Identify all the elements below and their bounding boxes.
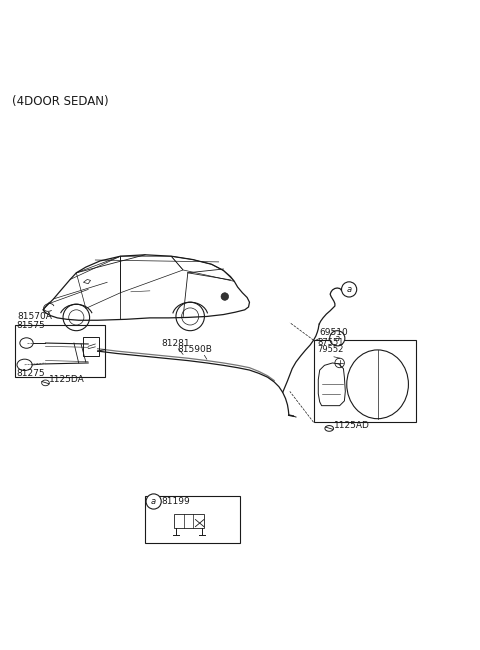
Text: 81575: 81575 [16,320,45,330]
Text: 81281: 81281 [162,339,191,348]
Text: 1125DA: 1125DA [49,375,85,384]
Bar [174,514,204,528]
Text: (4DOOR SEDAN): (4DOOR SEDAN) [12,95,109,108]
Bar [84,337,98,356]
Circle shape [342,282,357,297]
Text: 79552: 79552 [317,345,344,354]
Text: 81590B: 81590B [178,345,212,354]
Text: a: a [347,285,352,294]
Text: a: a [335,334,340,343]
Bar [14,325,105,377]
Text: 1125AD: 1125AD [334,421,370,430]
Bar [145,496,240,543]
Bar [313,340,416,422]
Circle shape [330,331,345,346]
Circle shape [146,494,161,509]
Circle shape [221,292,228,300]
Text: 69510: 69510 [320,328,348,337]
Text: 87551: 87551 [317,338,344,347]
Text: a: a [151,497,156,506]
Text: 81570A: 81570A [17,312,52,321]
Text: 81199: 81199 [162,497,191,506]
Text: 81275: 81275 [16,369,45,378]
